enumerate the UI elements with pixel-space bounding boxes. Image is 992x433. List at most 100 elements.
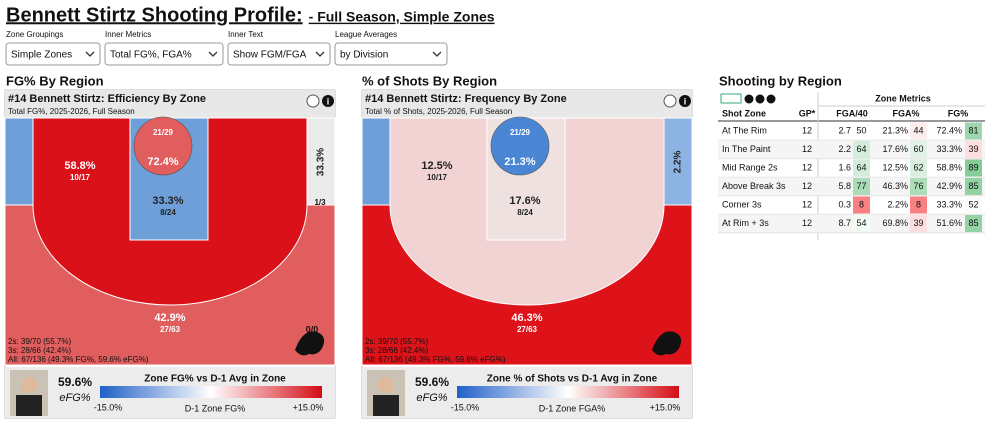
percentile: 89	[968, 162, 978, 172]
dropdown-value: Show FGM/FGA	[233, 50, 307, 61]
legend-bar	[100, 386, 322, 398]
percentile-cell	[910, 178, 927, 195]
team-logo	[652, 331, 682, 356]
cell: 33.3%	[936, 199, 962, 209]
dropdown[interactable]	[227, 42, 331, 66]
toggle[interactable]	[663, 94, 677, 108]
legend-max: +15.0%	[293, 402, 324, 412]
dropdown-arrow	[315, 51, 325, 57]
efg-value: 59.6%	[58, 375, 92, 389]
cell: 21.3%	[882, 125, 908, 135]
panel-title: #14 Bennett Stirtz: Frequency By Zone	[365, 93, 567, 105]
percentile-cell	[965, 141, 982, 158]
cell: 12	[802, 144, 812, 154]
info-icon[interactable]	[322, 95, 334, 107]
extra-label: 0/0	[306, 324, 319, 334]
section-title: Shooting by Region	[719, 73, 842, 88]
table-icon[interactable]	[755, 94, 765, 104]
cell: 12	[802, 162, 812, 172]
cell: 58.8%	[936, 162, 962, 172]
percentile: 52	[968, 199, 978, 209]
section-title: % of Shots By Region	[362, 73, 497, 88]
note: All: 67/136 (49.3% FG%, 59.6% eFG%)	[8, 355, 149, 364]
cell: 33.3%	[936, 144, 962, 154]
legend-max: +15.0%	[650, 402, 681, 412]
legend-min: -15.0%	[94, 402, 123, 412]
info-icon[interactable]	[679, 95, 691, 107]
cell: At Rim + 3s	[722, 218, 769, 228]
cell: 12	[802, 181, 812, 191]
cell: 2.7	[838, 125, 851, 135]
cell: 69.8%	[882, 218, 908, 228]
table-icon[interactable]	[766, 94, 776, 104]
cell: 1.6	[838, 162, 851, 172]
group-header: Zone Metrics	[875, 93, 931, 103]
zone-pct: 33.3%	[152, 195, 183, 207]
cell: Mid Range 2s	[722, 162, 778, 172]
dropdown[interactable]	[334, 42, 448, 66]
zone-pct: 72.4%	[147, 156, 178, 168]
dropdown-arrow	[208, 51, 218, 57]
percentile: 62	[913, 162, 923, 172]
zone-count: 27/63	[517, 325, 538, 334]
percentile: 54	[856, 218, 866, 228]
column-header: Shot Zone	[722, 108, 766, 118]
percentile-cell	[965, 178, 982, 195]
zone-count: 10/17	[427, 173, 448, 182]
percentile-cell	[853, 141, 870, 158]
cell: In The Paint	[722, 144, 771, 154]
dropdown[interactable]	[104, 42, 224, 66]
table-icons	[720, 93, 742, 104]
note: 3s: 28/66 (42.4%)	[365, 346, 428, 355]
team-logo	[295, 331, 325, 356]
percentile: 8	[859, 199, 864, 209]
legend-title: Zone % of Shots vs D-1 Avg in Zone	[487, 374, 658, 385]
dropdown-value: Simple Zones	[11, 50, 72, 61]
filter-label: Inner Metrics	[105, 30, 151, 39]
cell: 12	[802, 218, 812, 228]
zone-pct: 42.9%	[154, 312, 185, 324]
note: 2s: 39/70 (55.7%)	[365, 337, 428, 346]
percentile: 60	[913, 144, 923, 154]
zone-rim	[490, 116, 550, 176]
filter-label: Zone Groupings	[6, 30, 63, 39]
player-head	[378, 377, 394, 393]
percentile-cell	[910, 215, 927, 232]
zone-count: 10/17	[70, 173, 91, 182]
zone-corner-left	[4, 117, 34, 206]
note: 3s: 28/66 (42.4%)	[8, 346, 71, 355]
cell: 12.5%	[882, 162, 908, 172]
efg-label: eFG%	[59, 392, 90, 404]
table-icon[interactable]	[744, 94, 754, 104]
percentile-cell	[965, 215, 982, 232]
percentile-cell	[853, 122, 870, 140]
zone-count: 8/24	[160, 208, 176, 217]
info-i: i	[684, 96, 687, 106]
percentile: 64	[856, 162, 866, 172]
percentile: 8	[916, 199, 921, 209]
zone-pct: 2.2%	[673, 150, 684, 173]
filter-label: Inner Text	[228, 30, 264, 39]
dropdown-value: by Division	[340, 50, 388, 61]
cell: 2.2%	[887, 199, 908, 209]
cell: 17.6%	[882, 144, 908, 154]
toggle[interactable]	[306, 94, 320, 108]
legend-min: -15.0%	[451, 402, 480, 412]
zone-count: 21/29	[153, 128, 174, 137]
dropdown-value: Total FG%, FGA%	[110, 50, 192, 61]
percentile-cell	[910, 141, 927, 158]
cell: 8.7	[838, 218, 851, 228]
percentile: 81	[968, 125, 978, 135]
percentile-cell	[853, 196, 870, 214]
player-head	[21, 377, 37, 393]
panel-header	[362, 90, 692, 118]
zone-pct: 46.3%	[511, 312, 542, 324]
cell: 0.3	[838, 199, 851, 209]
page-title: Bennett Stirtz Shooting Profile:	[6, 4, 303, 26]
panel-subtitle: Total FG%, 2025-2026, Full Season	[8, 107, 135, 116]
percentile-cell	[965, 159, 982, 177]
dropdown[interactable]	[5, 42, 101, 66]
column-header: GP*	[799, 108, 816, 118]
cell: 51.6%	[936, 218, 962, 228]
